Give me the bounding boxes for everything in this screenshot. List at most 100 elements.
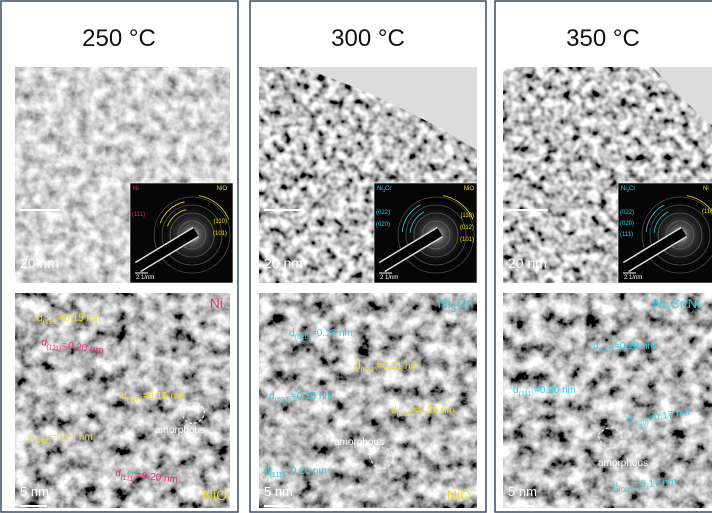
panel-title: 300 °C bbox=[331, 25, 405, 52]
hrtem-image bbox=[503, 293, 712, 508]
label-text: =0.20 nm bbox=[534, 385, 576, 396]
label-text: 20 nm bbox=[264, 255, 303, 271]
label-text: 2 1/nm bbox=[136, 275, 154, 281]
label-text: 5 nm bbox=[264, 484, 293, 499]
label-text: (110 bbox=[702, 209, 712, 215]
label-subscript: (012) bbox=[35, 438, 51, 445]
label-text: 2 1/nm bbox=[380, 275, 398, 281]
image-label: Ni bbox=[210, 295, 223, 311]
label-text: =0.20 nm bbox=[285, 466, 327, 477]
label-text: Ni bbox=[438, 295, 451, 311]
image-label: NiO bbox=[203, 487, 227, 503]
label-text: (012) bbox=[460, 225, 474, 231]
label-text: (101) bbox=[460, 237, 474, 243]
image-label: (020) bbox=[376, 222, 390, 228]
image-label: (111) bbox=[620, 232, 633, 238]
label-text: =0.18 nm bbox=[311, 328, 353, 339]
label-subscript: (111) bbox=[599, 347, 614, 354]
image-label: 5 nm bbox=[508, 484, 537, 499]
image-label: (110) bbox=[213, 219, 227, 225]
image-label: 20 nm bbox=[508, 255, 547, 271]
label-text: amorphous bbox=[334, 437, 384, 448]
label-text: =0.15 nm bbox=[58, 313, 100, 324]
image-label: Ni3Cr bbox=[621, 186, 635, 193]
label-subscript: (110) bbox=[43, 319, 59, 326]
label-text: Ni bbox=[210, 295, 223, 311]
label-text: =0.20 nm bbox=[614, 341, 656, 352]
label-text: =0.25 nm bbox=[413, 405, 455, 416]
panel-title: 350 °C bbox=[566, 25, 640, 52]
image-label: amorphous bbox=[155, 425, 205, 436]
label-subscript: (020) bbox=[618, 486, 635, 494]
label-text: =0.15 nm bbox=[142, 391, 184, 402]
image-label: (101) bbox=[213, 231, 227, 237]
label-text: (101) bbox=[213, 231, 227, 237]
label-text: (111) bbox=[620, 232, 633, 238]
image-label: (110 bbox=[702, 209, 712, 215]
label-text: Ni bbox=[133, 186, 139, 192]
image-label: 2 1/nm bbox=[136, 275, 154, 281]
label-text: NiO bbox=[217, 186, 228, 192]
label-text: amorphous bbox=[155, 425, 205, 436]
label-text: amorphous bbox=[598, 458, 648, 469]
image-label: 5 nm bbox=[20, 484, 49, 499]
label-text: (022) bbox=[376, 210, 390, 216]
label-text: Cr bbox=[629, 186, 635, 192]
panel-title: 250 °C bbox=[82, 25, 156, 52]
page: 250 °C20 nmNiNiO(111)(110)(101)2 1/nmNid… bbox=[0, 0, 712, 513]
label-text: NiO bbox=[447, 487, 471, 503]
label-text: 20 nm bbox=[20, 255, 59, 271]
label-text: (110) bbox=[213, 219, 227, 225]
label-subscript: (012) bbox=[361, 367, 377, 374]
label-text: =0.21 nm bbox=[51, 432, 93, 443]
label-text: NiO bbox=[203, 487, 227, 503]
label-subscript: (020) bbox=[295, 334, 311, 341]
label-text: (020) bbox=[376, 222, 390, 228]
panel: 250 °C20 nmNiNiO(111)(110)(101)2 1/nmNid… bbox=[1, 1, 238, 512]
label-subscript: (101) bbox=[397, 411, 413, 418]
label-text: 5 nm bbox=[20, 484, 49, 499]
label-subscript: (110) bbox=[127, 397, 143, 404]
label-text: =0.21 nm bbox=[377, 361, 419, 372]
image-label: NiO bbox=[447, 487, 471, 503]
image-label: (022) bbox=[620, 210, 634, 216]
image-label: 20 nm bbox=[264, 255, 303, 271]
image-label: 5 nm bbox=[264, 484, 293, 499]
label-text: Cr/Ni bbox=[670, 296, 700, 311]
image-label: (020) bbox=[620, 221, 634, 227]
figure: 250 °C20 nmNiNiO(111)(110)(101)2 1/nmNid… bbox=[0, 0, 712, 513]
image-label: Ni bbox=[703, 186, 709, 192]
label-text: 20 nm bbox=[508, 255, 547, 271]
image-label: NiO bbox=[217, 186, 228, 192]
label-text: (022) bbox=[620, 210, 634, 216]
image-label: (101) bbox=[460, 237, 474, 243]
image-label: (111) bbox=[132, 212, 145, 218]
image-label: amorphous bbox=[598, 458, 648, 469]
image-label: 2 1/nm bbox=[380, 275, 398, 281]
label-text: 2 1/nm bbox=[624, 275, 642, 281]
image-label: amorphous bbox=[334, 437, 384, 448]
image-label: Ni bbox=[133, 186, 139, 192]
label-subscript: (111) bbox=[519, 391, 534, 398]
panel: 350 °C 20 nm Ni3Cr Ni (022) (020) (111) (110 2 1… bbox=[495, 1, 712, 512]
label-text: Cr bbox=[385, 186, 391, 192]
label-text: (020) bbox=[620, 221, 634, 227]
label-text: 5 nm bbox=[508, 484, 537, 499]
label-text: =0.13 nm bbox=[291, 391, 333, 402]
image-label: 20 nm bbox=[20, 255, 59, 271]
image-label: NiO bbox=[464, 186, 475, 192]
label-subscript: (111) bbox=[270, 472, 285, 479]
image-label: (012) bbox=[460, 225, 474, 231]
label-text: NiO bbox=[464, 186, 475, 192]
label-text: Cr bbox=[456, 295, 471, 311]
image-label: 2 1/nm bbox=[624, 275, 642, 281]
image-label: Ni3Cr bbox=[377, 186, 391, 193]
label-text: Ni bbox=[653, 296, 665, 311]
image-label: (110) bbox=[460, 213, 474, 219]
label-text: (110) bbox=[460, 213, 474, 219]
label-text: (111) bbox=[132, 212, 145, 218]
label-text: Ni bbox=[703, 186, 709, 192]
label-subscript: (022) bbox=[275, 397, 291, 404]
panel: 300 °C 20 nm Ni3Cr NiO (022) (020) (110) (012) (… bbox=[250, 1, 486, 512]
image-label: (022) bbox=[376, 210, 390, 216]
